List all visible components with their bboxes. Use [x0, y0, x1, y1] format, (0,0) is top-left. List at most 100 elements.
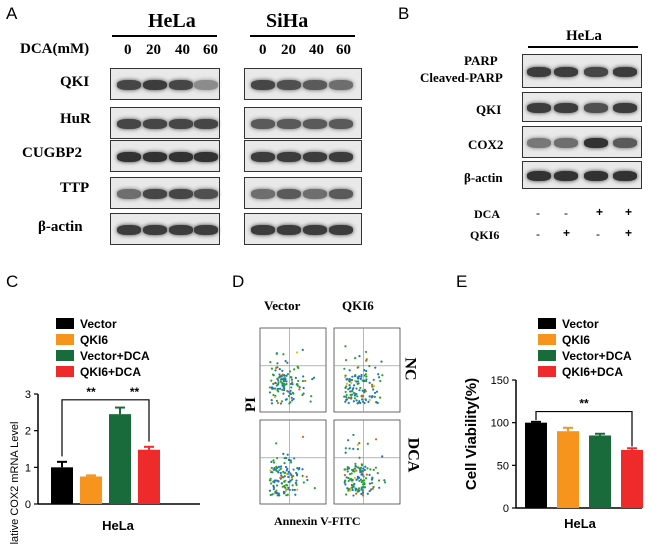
- beta-actin-hela-band: [143, 225, 167, 235]
- cugbp2-siha-band: [329, 152, 353, 162]
- beta-actin-b-band: [554, 171, 578, 181]
- qki-siha-band: [329, 80, 353, 90]
- beta-actin-siha-band: [277, 225, 301, 235]
- panel-a-group-siha: SiHa: [266, 10, 309, 32]
- legend-label: QKI6+DCA: [562, 365, 623, 379]
- row-label-ttp: TTP: [60, 180, 90, 196]
- hur-siha-band: [329, 119, 353, 129]
- sig-annotation: **: [579, 397, 589, 411]
- y-tick-label: 150: [491, 375, 509, 387]
- panel-a-dose-label: DCA(mM): [20, 41, 90, 57]
- sign-qki6-3: -: [596, 227, 600, 241]
- cox2-band: [613, 138, 637, 148]
- sign-qki6-2: +: [563, 226, 571, 240]
- cugbp2-hela-band: [117, 152, 141, 162]
- flow-dots: [268, 435, 316, 497]
- cugbp2-siha-band: [251, 152, 275, 162]
- panel-a-siha-line: [250, 35, 355, 37]
- legend-label: Vector: [562, 317, 599, 331]
- hur-hela-band: [143, 119, 167, 129]
- cox2-band: [584, 138, 608, 148]
- bar-vector-dca: [109, 414, 131, 504]
- parp-band: [584, 67, 608, 77]
- flow-plot-frame: [333, 327, 401, 413]
- sign-dca-1: -: [536, 206, 540, 220]
- row-label-qki-b: QKI: [476, 102, 502, 117]
- chart-e-cell-viability: Vector QKI6 Vector+DCA QKI6+DCA 0 50 100 150 *…: [463, 317, 643, 531]
- parp-band: [527, 67, 551, 77]
- y-tick-label: 2: [25, 426, 31, 438]
- chart-e-xlabel: HeLa: [564, 516, 597, 531]
- sign-qki6-1: -: [536, 227, 540, 241]
- ttp-siha-blot: [244, 177, 362, 209]
- sign-qki6-4: +: [625, 226, 633, 240]
- chart-c-cox2-mrna: Vector QKI6 Vector+DCA QKI6+DCA 0 1 2 3 ** ** R…: [9, 317, 200, 544]
- bar-qki6-dca: [621, 449, 643, 508]
- beta-actin-b-band: [584, 171, 608, 181]
- ttp-hela-band: [194, 189, 218, 199]
- dose-siha-60: 60: [336, 42, 351, 58]
- panel-b-hela-line: [528, 46, 638, 48]
- bar-vector: [525, 422, 547, 508]
- qki-hela-band: [169, 80, 193, 90]
- parp-band: [554, 67, 578, 77]
- y-tick-label: 100: [491, 418, 509, 430]
- hur-hela-blot: [110, 107, 220, 139]
- panel-b-group-hela: HeLa: [566, 28, 602, 44]
- beta-actin-hela-band: [117, 225, 141, 235]
- legend-swatch: [538, 366, 556, 377]
- hur-siha-band: [277, 119, 301, 129]
- qki-hela-band: [143, 80, 167, 90]
- parp-blot: [522, 54, 642, 88]
- ttp-hela-band: [143, 189, 167, 199]
- qki-siha-blot: [244, 68, 362, 100]
- cugbp2-siha-band: [277, 152, 301, 162]
- beta-actin-siha-band: [303, 225, 327, 235]
- panel-a-hela-line: [112, 35, 217, 37]
- legend-swatch: [56, 334, 74, 345]
- hur-siha-blot: [244, 107, 362, 139]
- cox2-band: [527, 138, 551, 148]
- qki-b-band: [554, 103, 578, 113]
- chart-c-xlabel: HeLa: [102, 518, 135, 533]
- row-label-cleaved-parp: Cleaved-PARP: [420, 70, 503, 85]
- hur-siha-band: [251, 119, 275, 129]
- flow-xlabel: Annexin V-FITC: [274, 514, 361, 528]
- sign-dca-3: +: [596, 205, 604, 219]
- flow-plot-frame: [259, 327, 327, 413]
- dose-hela-60: 60: [203, 42, 218, 58]
- row-label-qki: QKI: [60, 74, 90, 90]
- row-label-parp: PARP: [464, 53, 498, 68]
- dose-siha-40: 40: [309, 42, 324, 58]
- beta-actin-b-band: [527, 171, 551, 181]
- sig-bracket: [61, 399, 120, 457]
- legend-swatch: [56, 366, 74, 377]
- cugbp2-hela-band: [169, 152, 193, 162]
- beta-actin-siha-blot: [244, 213, 362, 245]
- panel-a-group-hela: HeLa: [148, 10, 196, 32]
- legend-swatch: [56, 318, 74, 329]
- y-tick-label: 50: [497, 460, 509, 472]
- qki-b-blot: [522, 92, 642, 122]
- sign-dca-2: -: [564, 206, 568, 220]
- bar-qki6: [557, 431, 579, 508]
- row-label-hur: HuR: [60, 111, 91, 127]
- beta-actin-siha-band: [329, 225, 353, 235]
- hur-hela-band: [117, 119, 141, 129]
- bar-vector: [51, 467, 73, 504]
- beta-actin-b-blot: [522, 161, 642, 189]
- cox2-blot: [522, 126, 642, 158]
- flow-dots: [343, 345, 384, 405]
- beta-actin-hela-band: [169, 225, 193, 235]
- sig-bracket: [120, 399, 150, 442]
- qki-hela-blot: [110, 68, 220, 100]
- hur-siha-band: [303, 119, 327, 129]
- legend-label: QKI6: [80, 333, 108, 347]
- cugbp2-siha-band: [303, 152, 327, 162]
- legend-label: QKI6: [562, 333, 590, 347]
- legend-swatch: [538, 318, 556, 329]
- row-label-cox2: COX2: [468, 137, 504, 152]
- chart-e-ylabel: Cell Viability(%): [463, 378, 480, 490]
- ttp-hela-band: [169, 189, 193, 199]
- beta-actin-b-band: [613, 171, 637, 181]
